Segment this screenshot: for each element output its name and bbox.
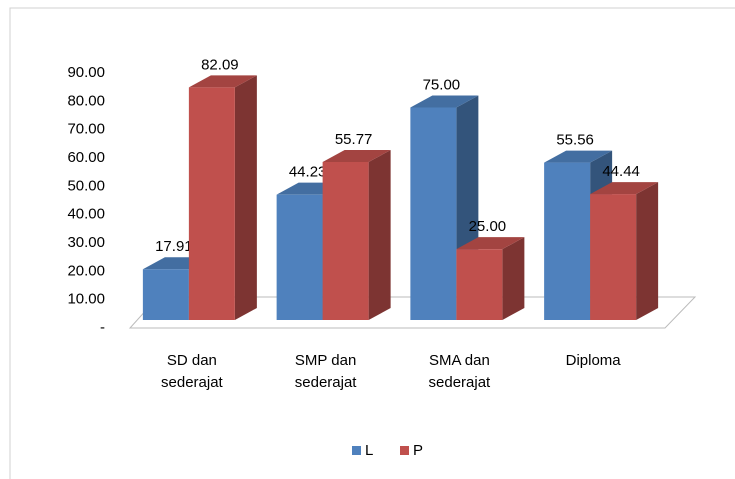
x-tick-label: SMP dan sederajat	[294, 352, 357, 391]
bar-top	[322, 149, 391, 162]
data-label: 17.91	[155, 238, 193, 255]
data-label: 44.44	[602, 163, 640, 180]
bar-side	[368, 149, 391, 320]
x-tick-label: SMA dan sederajat	[428, 352, 491, 391]
y-tick-label: 50.00	[67, 177, 105, 194]
data-label: 25.00	[469, 218, 507, 235]
data-label: 75.00	[423, 76, 461, 93]
y-tick-label: 70.00	[67, 121, 105, 138]
bar-front	[322, 161, 369, 320]
bar-top	[544, 150, 613, 163]
bar-side	[636, 182, 659, 320]
y-tick-label: 10.00	[67, 291, 105, 308]
y-tick-label: 90.00	[67, 64, 105, 81]
bar-top	[456, 237, 525, 250]
bar-front	[590, 194, 637, 320]
y-tick-label: 30.00	[67, 234, 105, 251]
legend-label: P	[413, 442, 423, 459]
data-label: 55.77	[335, 131, 373, 148]
bar-front	[188, 87, 235, 320]
bar	[188, 75, 257, 320]
bar-side	[234, 75, 257, 320]
y-tick-label: 20.00	[67, 262, 105, 279]
data-label: 44.23	[289, 164, 327, 181]
y-tick-label: -	[100, 319, 105, 336]
x-tick-label: Diploma	[565, 352, 621, 369]
chart-border	[9, 7, 735, 479]
bar-side	[502, 237, 525, 320]
bar-front	[142, 269, 189, 320]
y-tick-label: 60.00	[67, 149, 105, 166]
legend-label: L	[365, 442, 373, 459]
bar-front	[410, 107, 457, 320]
bar-front	[456, 249, 503, 320]
bar	[590, 182, 659, 320]
legend-swatch	[400, 446, 409, 455]
y-tick-label: 40.00	[67, 206, 105, 223]
bar-front	[276, 194, 323, 320]
bar-top	[590, 182, 659, 195]
y-tick-label: 80.00	[67, 92, 105, 109]
bar	[322, 149, 391, 320]
legend-swatch	[352, 446, 361, 455]
data-label: 55.56	[556, 132, 594, 149]
x-tick-label: SD dan sederajat	[161, 352, 223, 391]
data-label: 82.09	[201, 56, 239, 73]
bar-front	[544, 162, 591, 320]
bar-top	[188, 75, 257, 88]
bar-top	[410, 95, 479, 108]
bar	[456, 237, 525, 320]
